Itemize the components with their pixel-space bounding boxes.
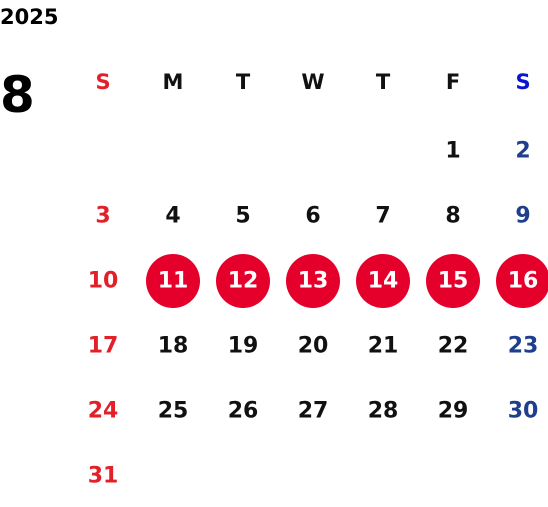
day: 9 (515, 204, 530, 229)
day: 11 (158, 269, 189, 294)
day: 24 (88, 399, 119, 424)
day: 28 (368, 399, 399, 424)
day: 1 (445, 139, 460, 164)
day: 25 (158, 399, 189, 424)
weekday-header: W (301, 70, 324, 94)
day: 2 (515, 139, 530, 164)
day: 6 (305, 204, 320, 229)
day: 29 (438, 399, 469, 424)
day-marker (426, 254, 480, 308)
day-marker (146, 254, 200, 308)
day: 30 (508, 399, 539, 424)
day-marker (216, 254, 270, 308)
day: 15 (438, 269, 469, 294)
weekday-header: S (95, 70, 110, 94)
weekday-header: T (236, 70, 251, 94)
weekday-header: T (376, 70, 391, 94)
day-marker (496, 254, 548, 308)
weekday-header: M (163, 70, 184, 94)
day: 5 (235, 204, 250, 229)
day: 20 (298, 334, 329, 359)
day: 4 (165, 204, 180, 229)
day: 26 (228, 399, 259, 424)
day: 16 (508, 269, 539, 294)
day: 10 (88, 269, 119, 294)
day: 31 (88, 464, 119, 489)
day-marker (286, 254, 340, 308)
month: 8 (0, 66, 35, 124)
day-marker (356, 254, 410, 308)
day: 17 (88, 334, 119, 359)
day: 3 (95, 204, 110, 229)
day: 8 (445, 204, 460, 229)
day: 7 (375, 204, 390, 229)
year: 2025 (0, 5, 58, 29)
day: 22 (438, 334, 469, 359)
day: 21 (368, 334, 399, 359)
weekday-header: F (446, 70, 460, 94)
day: 12 (228, 269, 259, 294)
day: 27 (298, 399, 329, 424)
day: 19 (228, 334, 259, 359)
day: 13 (298, 269, 329, 294)
day: 18 (158, 334, 189, 359)
day: 14 (368, 269, 399, 294)
weekday-header: S (515, 70, 530, 94)
day: 23 (508, 334, 539, 359)
